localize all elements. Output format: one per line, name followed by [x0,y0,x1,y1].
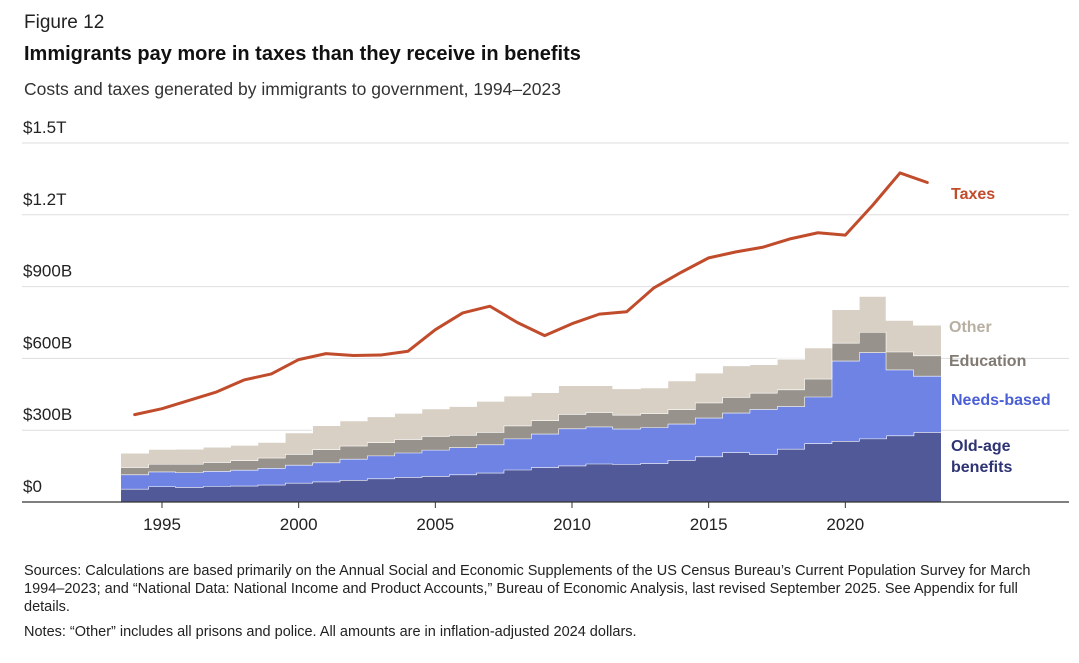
y-tick-label: $1.5T [23,118,66,137]
x-tick-label: 2010 [553,515,591,534]
series-label-needs-based: Needs-based [951,392,1051,409]
series-label-old-age-line1: Old-age [951,438,1011,455]
series-label-education: Education [949,353,1026,370]
taxes-line [133,171,929,417]
area-needs-based [121,352,941,489]
series-label-taxes: Taxes [951,186,995,203]
area-education [121,332,941,475]
x-tick-label: 1995 [143,515,181,534]
sources-note: Sources: Calculations are based primaril… [24,563,1031,615]
y-tick-label: $600B [23,333,72,352]
x-tick-label: 2000 [280,515,318,534]
taxes-line-layer [133,171,929,417]
stacked-area-chart: $0 $300B $600B $900B $1.2T $1.5T 1995 2000 2005 2… [22,118,1069,534]
axes: $0 $300B $600B $900B $1.2T $1.5T 1995 2000 2005 2… [22,118,1069,534]
area-edge-other [121,295,941,454]
area-old-age-benefits [121,432,941,502]
area-other [121,296,941,468]
y-tick-label: $300B [23,405,72,424]
y-tick-label: $1.2T [23,190,66,209]
notes: Notes: “Other” includes all prisons and … [24,624,637,640]
y-tick-label: $0 [23,477,42,496]
x-tick-label: 2005 [416,515,454,534]
chart-title: Immigrants pay more in taxes than they r… [24,43,581,65]
chart-subtitle: Costs and taxes generated by immigrants … [24,79,561,99]
y-tick-label: $900B [23,262,72,281]
series-label-other: Other [949,319,992,336]
x-tick-label: 2020 [826,515,864,534]
x-tick-label: 2015 [690,515,728,534]
series-label-old-age-line2: benefits [951,459,1012,476]
figure-label: Figure 12 [24,12,105,33]
area-series [121,295,941,502]
